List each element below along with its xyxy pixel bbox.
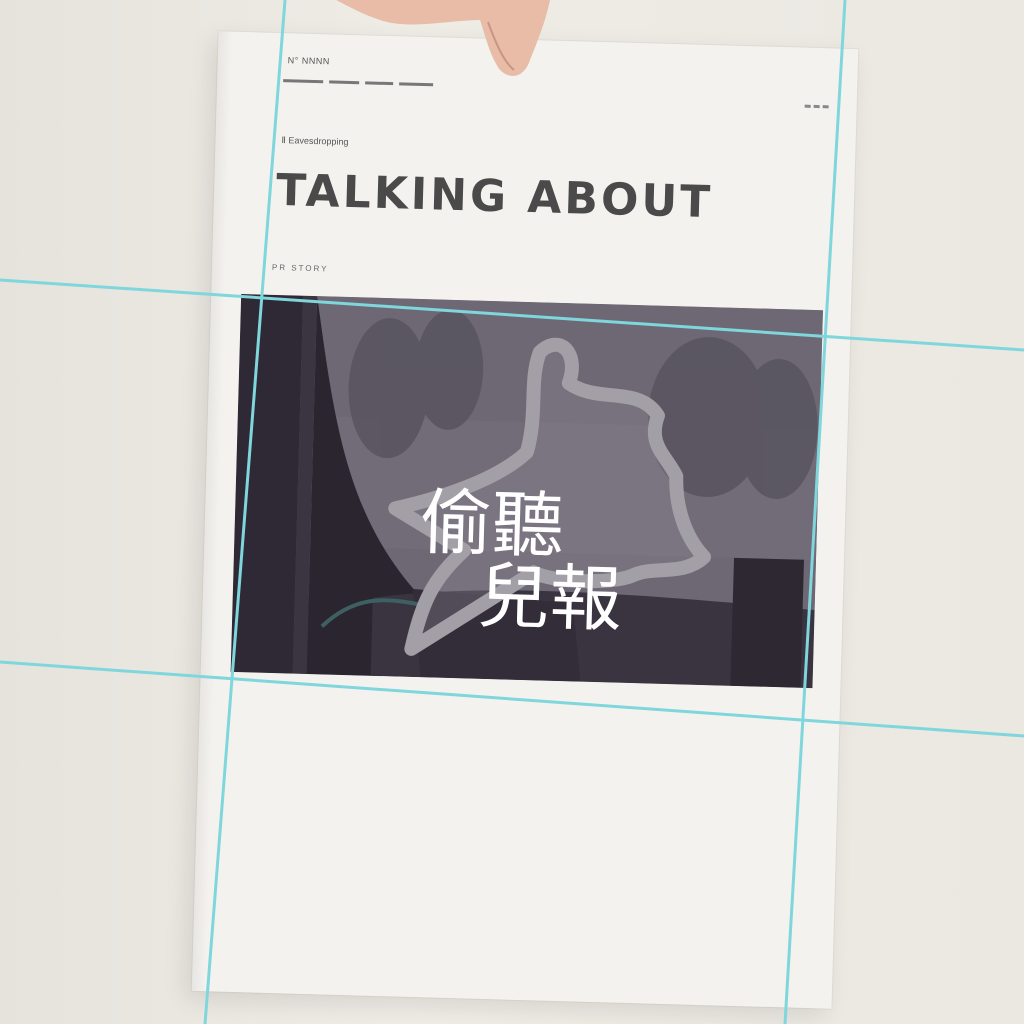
hand-skin	[336, 0, 550, 76]
grid-line-v2	[783, 0, 847, 1024]
hand	[336, 0, 550, 76]
window-frame-left	[230, 293, 304, 674]
printed-page: N° NNNN Ⅱ Eavesdropping TALKING ABOUT PR…	[191, 31, 859, 1009]
seat-back	[730, 557, 804, 688]
grid-line-h2	[0, 660, 1024, 738]
car-pillar	[306, 296, 423, 678]
hand-finger-crease	[487, 21, 515, 71]
teal-rim	[320, 598, 424, 628]
thumbs-up-logo-shape	[388, 337, 712, 656]
grid-line-h1	[0, 278, 1024, 352]
grid-line-v1	[203, 0, 287, 1024]
logo-line-1: 偷聽	[419, 480, 565, 568]
chair-shape	[413, 588, 581, 682]
photo-scene: 偷聽 兒報	[230, 293, 823, 689]
cover-photo: 偷聽 兒報	[230, 293, 823, 689]
logo-line-2: 兒報	[477, 554, 623, 642]
window-mullion	[292, 295, 318, 674]
tree-silhouettes	[348, 309, 818, 500]
